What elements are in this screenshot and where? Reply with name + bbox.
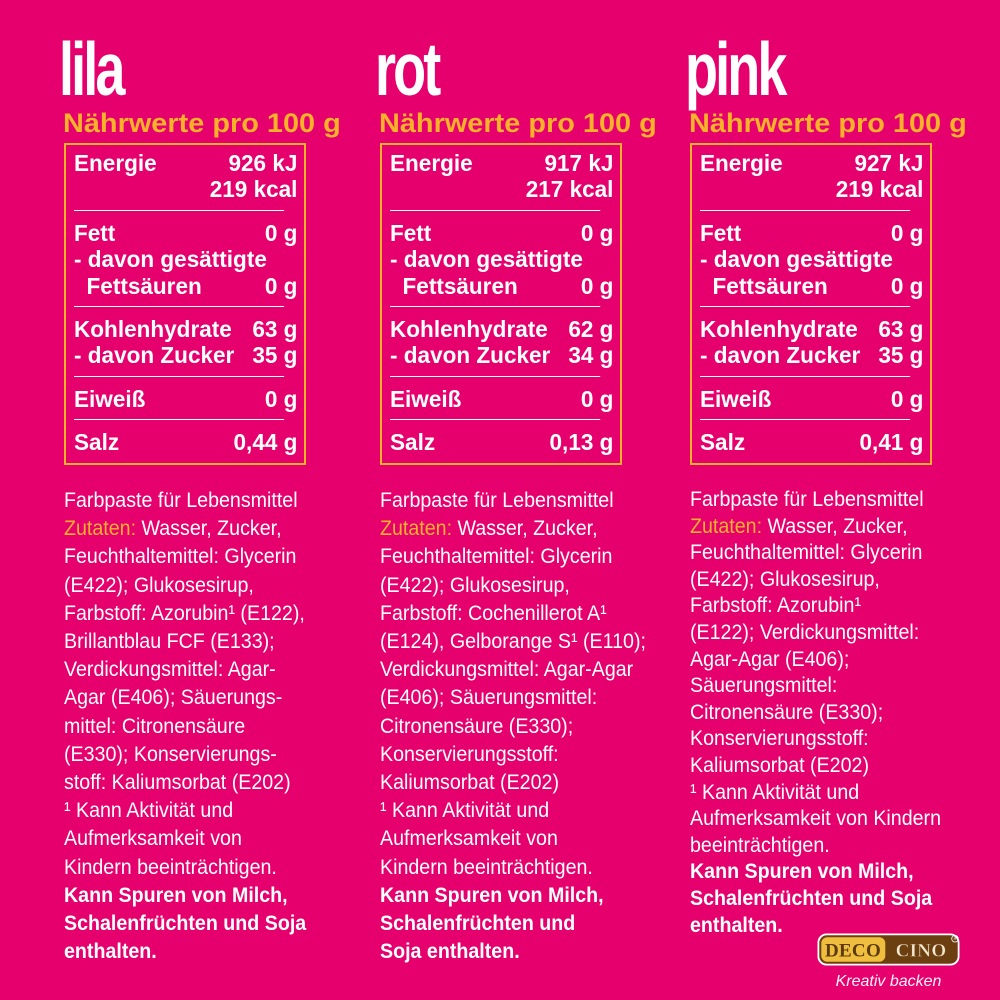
svg-text:DECO: DECO	[825, 941, 881, 962]
svg-text:CINO: CINO	[896, 941, 947, 962]
svg-text:R: R	[954, 937, 957, 941]
